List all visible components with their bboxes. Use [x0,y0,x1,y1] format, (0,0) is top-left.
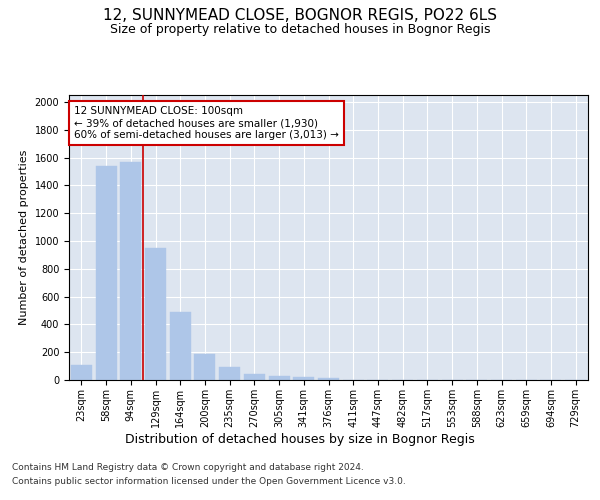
Bar [244,374,265,380]
Y-axis label: Number of detached properties: Number of detached properties [19,150,29,325]
Bar [194,354,215,380]
Bar [95,166,116,380]
Bar [219,367,240,380]
Bar [170,312,191,380]
Bar [120,162,141,380]
Bar [269,376,290,380]
Text: 12 SUNNYMEAD CLOSE: 100sqm
← 39% of detached houses are smaller (1,930)
60% of s: 12 SUNNYMEAD CLOSE: 100sqm ← 39% of deta… [74,106,339,140]
Bar [71,364,92,380]
Bar [318,378,339,380]
Bar [293,377,314,380]
Text: Contains HM Land Registry data © Crown copyright and database right 2024.: Contains HM Land Registry data © Crown c… [12,462,364,471]
Bar [145,248,166,380]
Text: Size of property relative to detached houses in Bognor Regis: Size of property relative to detached ho… [110,22,490,36]
Text: Distribution of detached houses by size in Bognor Regis: Distribution of detached houses by size … [125,432,475,446]
Text: 12, SUNNYMEAD CLOSE, BOGNOR REGIS, PO22 6LS: 12, SUNNYMEAD CLOSE, BOGNOR REGIS, PO22 … [103,8,497,22]
Text: Contains public sector information licensed under the Open Government Licence v3: Contains public sector information licen… [12,478,406,486]
